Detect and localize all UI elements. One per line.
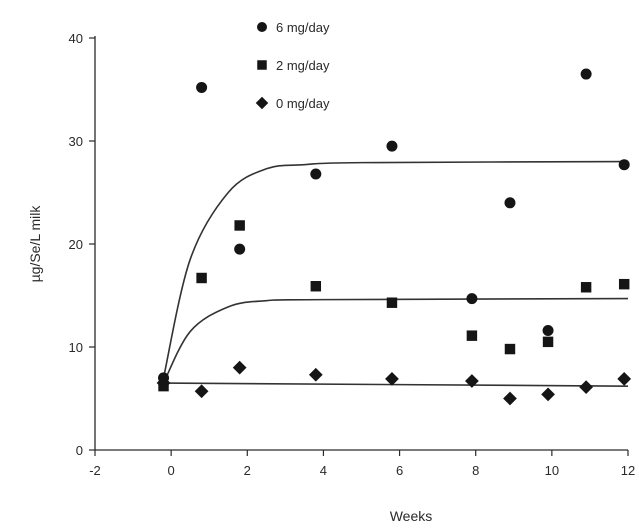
data-point-2-mg-day (466, 330, 478, 341)
data-point-2-mg-day (504, 343, 516, 355)
axes: 0 10 20 30 40 -2 0 2 4 6 8 10 12 (69, 31, 636, 478)
data-markers (156, 68, 632, 406)
legend-marker-2-mg-day (257, 60, 267, 70)
x-tick-label: 8 (472, 463, 479, 478)
y-tick-label: 40 (69, 31, 83, 46)
legend-marker-0-mg-day (255, 96, 269, 110)
data-point-0-mg-day (579, 380, 593, 395)
legend: 6 mg/day 2 mg/day 0 mg/day (255, 20, 330, 111)
data-point-0-mg-day (503, 391, 517, 406)
data-point-6-mg-day (580, 68, 592, 80)
y-tick-label: 10 (69, 340, 83, 355)
legend-item-6-mg-day: 6 mg/day (257, 20, 330, 35)
x-axis-title: Weeks (390, 508, 433, 524)
legend-item-0-mg-day: 0 mg/day (255, 96, 330, 111)
legend-label-0-mg-day: 0 mg/day (276, 96, 330, 111)
data-point-0-mg-day (156, 376, 171, 390)
data-point-6-mg-day (504, 197, 516, 209)
x-tick-label: 0 (168, 463, 175, 478)
x-tick-label: 10 (545, 463, 559, 478)
legend-label-2-mg-day: 2 mg/day (276, 58, 330, 73)
x-tick-label: 6 (396, 463, 403, 478)
data-point-0-mg-day (194, 384, 209, 399)
y-axis-title: µg/Se/L milk (27, 205, 43, 283)
y-tick-label: 0 (76, 443, 83, 458)
data-point-2-mg-day (618, 278, 630, 290)
x-tick-label: -2 (89, 463, 101, 478)
data-point-2-mg-day (386, 297, 398, 308)
legend-marker-6-mg-day (257, 22, 267, 32)
data-point-0-mg-day (308, 367, 323, 382)
fit-curve-2-mg-day (162, 297, 629, 384)
data-point-2-mg-day (542, 336, 554, 348)
x-tick-label: 12 (621, 463, 635, 478)
data-point-0-mg-day (385, 372, 399, 386)
y-tick-label: 20 (69, 237, 83, 252)
x-tick-label: 4 (320, 463, 327, 478)
fit-curve-6-mg-day (162, 160, 629, 379)
y-tick-label: 30 (69, 134, 83, 149)
data-point-6-mg-day (310, 168, 322, 180)
data-point-0-mg-day (541, 387, 555, 402)
data-point-6-mg-day (618, 159, 630, 171)
legend-label-6-mg-day: 6 mg/day (276, 20, 330, 35)
data-point-6-mg-day (386, 140, 398, 152)
data-point-0-mg-day (232, 360, 247, 375)
legend-item-2-mg-day: 2 mg/day (257, 58, 330, 73)
data-point-6-mg-day (542, 325, 554, 337)
data-point-0-mg-day (465, 374, 479, 388)
fit-curves (162, 160, 629, 387)
data-point-0-mg-day (617, 372, 632, 386)
data-point-2-mg-day (234, 220, 245, 231)
data-point-6-mg-day (196, 81, 208, 93)
data-point-2-mg-day (196, 272, 207, 284)
x-tick-label: 2 (244, 463, 251, 478)
fit-curve-0-mg-day (163, 382, 629, 387)
data-point-6-mg-day (466, 293, 478, 305)
data-point-6-mg-day (234, 243, 246, 255)
data-point-2-mg-day (310, 281, 322, 292)
data-point-2-mg-day (580, 282, 592, 293)
